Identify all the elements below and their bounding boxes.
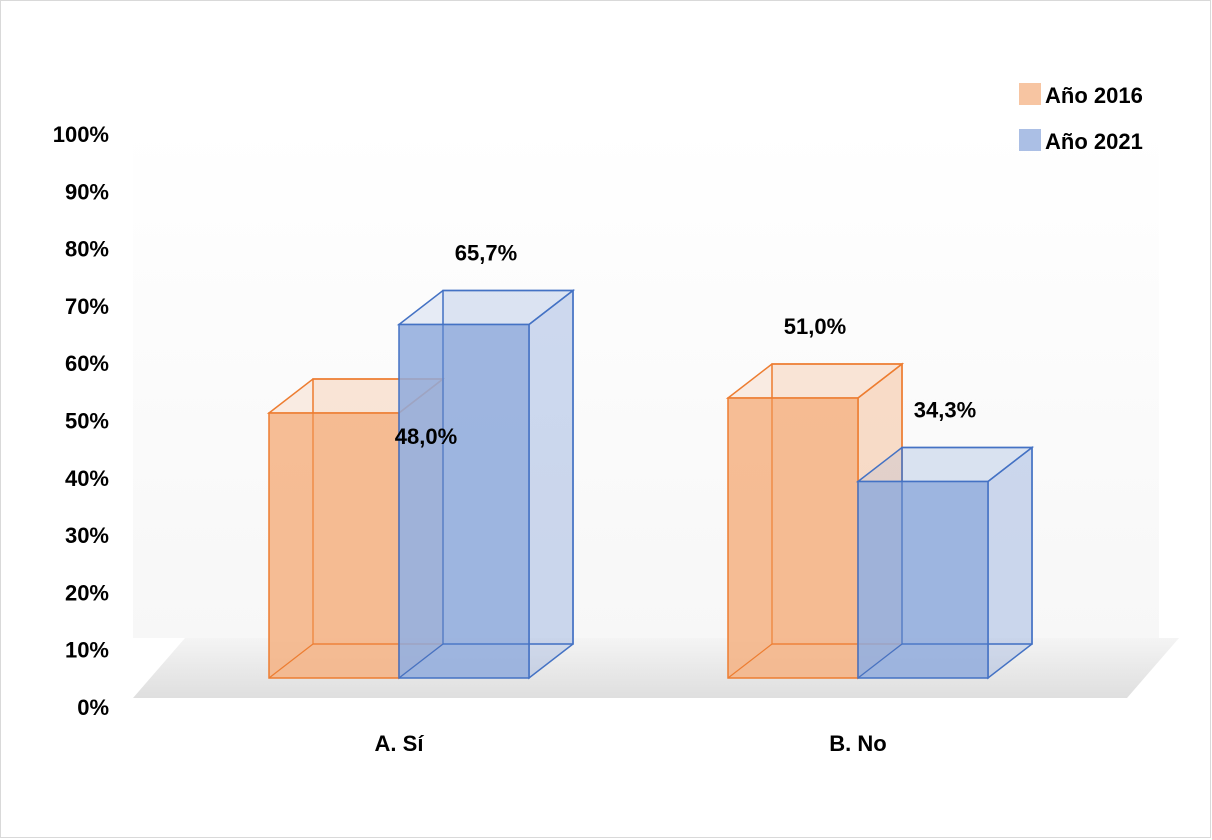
x-category-label: A. Sí xyxy=(375,731,425,756)
data-label: 51,0% xyxy=(784,314,846,339)
legend-label: Año 2016 xyxy=(1045,83,1143,108)
legend-label: Año 2021 xyxy=(1045,129,1143,154)
y-tick-label: 90% xyxy=(65,179,109,204)
y-tick-label: 30% xyxy=(65,523,109,548)
y-tick-label: 80% xyxy=(65,237,109,262)
data-label: 34,3% xyxy=(914,398,976,423)
data-label: 65,7% xyxy=(455,241,517,266)
y-tick-label: 10% xyxy=(65,638,109,663)
y-tick-label: 70% xyxy=(65,294,109,319)
x-category-label: B. No xyxy=(829,731,886,756)
data-label: 48,0% xyxy=(395,424,457,449)
bar-0-1 xyxy=(396,288,576,680)
legend-swatch xyxy=(1019,83,1041,105)
y-tick-label: 0% xyxy=(77,695,109,720)
y-tick-label: 20% xyxy=(65,580,109,605)
y-tick-label: 50% xyxy=(65,409,109,434)
y-tick-label: 60% xyxy=(65,351,109,376)
y-tick-label: 40% xyxy=(65,466,109,491)
y-tick-label: 100% xyxy=(53,122,109,147)
legend-swatch xyxy=(1019,129,1041,151)
bar-1-1 xyxy=(855,445,1035,680)
